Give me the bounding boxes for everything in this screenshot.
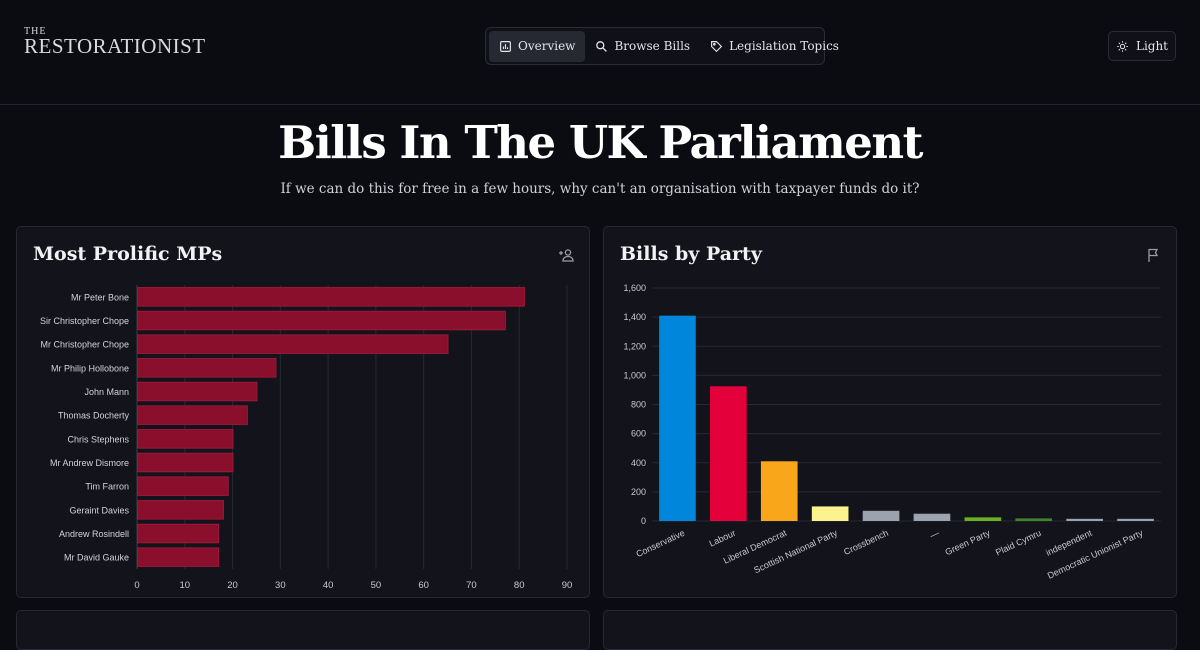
bar: [137, 334, 449, 354]
bar: [760, 461, 798, 521]
y-tick-label: 400: [631, 458, 646, 468]
bar: [137, 523, 220, 544]
bar: [1015, 518, 1053, 521]
bar: [913, 513, 951, 521]
category-label: Geraint Davies: [69, 505, 129, 515]
y-tick-label: 200: [631, 487, 646, 497]
theme-toggle-label: Light: [1135, 39, 1169, 53]
category-label: Democratic Unionist Party: [1046, 528, 1145, 581]
category-label: Mr David Gauke: [64, 553, 129, 563]
x-tick-label: 40: [323, 580, 334, 591]
y-tick-label: 1,200: [623, 341, 646, 351]
category-label: Plaid Cymru: [994, 528, 1043, 558]
sun-icon: [1117, 40, 1128, 52]
x-tick-label: 30: [275, 580, 286, 591]
x-tick-label: 80: [514, 580, 525, 591]
bar: [1066, 518, 1103, 521]
main-nav: Overview Browse Bills Legislation Topics: [485, 27, 839, 65]
bar: [964, 517, 1002, 521]
category-label: Sir Christopher Chope: [40, 316, 129, 326]
bar: [137, 476, 229, 496]
most-prolific-mps-card: Most Prolific MPs 0 10 20 30 40 50 60 70 80 90 Mr …: [16, 226, 590, 598]
header-divider: [0, 104, 1200, 105]
logo-small-text: THE: [24, 26, 47, 37]
bar: [137, 405, 248, 425]
x-tick-label: 0: [134, 580, 139, 591]
page-subtitle: If we can do this for free in a few hour…: [280, 181, 920, 197]
bar: [659, 315, 696, 521]
category-label: Thomas Docherty: [58, 411, 130, 421]
logo-text: RESTORATIONIST: [24, 34, 206, 58]
bar: [137, 500, 224, 520]
category-label: Andrew Rosindell: [59, 529, 129, 539]
bar: [1117, 518, 1154, 521]
category-label: Conservative: [634, 528, 686, 559]
bar: [137, 287, 525, 307]
bar: [137, 429, 234, 449]
category-label: Tim Farron: [85, 482, 129, 492]
category-label: John Mann: [84, 387, 129, 397]
x-tick-label: 90: [562, 580, 573, 591]
category-label: Scottish National Party: [752, 528, 839, 576]
x-tick-label: 10: [179, 580, 190, 591]
category-label: Mr Andrew Dismore: [50, 458, 129, 468]
y-tick-label: 600: [631, 429, 646, 439]
bar: [862, 510, 900, 521]
nav-overview[interactable]: Overview: [489, 30, 586, 62]
x-tick-label: 60: [418, 580, 429, 591]
bar: [137, 547, 220, 567]
category-label: Mr Christopher Chope: [40, 340, 129, 350]
search-icon: [596, 40, 608, 52]
card-title-mps: Most Prolific MPs: [33, 243, 223, 265]
category-label: Labour: [708, 528, 738, 549]
chart-icon: [500, 40, 511, 52]
bar: [710, 386, 747, 521]
lower-left-card: [16, 610, 590, 650]
tag-icon: [711, 40, 723, 52]
nav-browse-label: Browse Bills: [614, 39, 691, 53]
y-tick-label: 1,400: [623, 312, 646, 322]
lower-right-card: [603, 610, 1177, 650]
page-title: Bills In The UK Parliament: [278, 116, 923, 169]
nav-topics-label: Legislation Topics: [729, 39, 839, 53]
bar: [137, 452, 234, 473]
card-title-party: Bills by Party: [620, 243, 762, 265]
category-label: Mr Philip Hollobone: [51, 363, 129, 373]
category-label: Mr Peter Bone: [71, 292, 129, 302]
bar: [137, 310, 506, 331]
category-label: Green Party: [943, 528, 992, 558]
category-label: Crossbench: [842, 528, 890, 557]
flag-icon[interactable]: [1145, 247, 1161, 263]
user-plus-icon[interactable]: [558, 247, 574, 263]
bar: [811, 506, 849, 521]
mps-bar-chart: 0 10 20 30 40 50 60 70 80 90 Mr Peter Bone Sir Chri…: [40, 285, 573, 591]
nav-legislation-topics[interactable]: Legislation Topics: [700, 31, 849, 62]
x-tick-label: 50: [371, 580, 382, 591]
x-tick-label: 70: [466, 580, 477, 591]
theme-toggle-button[interactable]: Light: [1108, 31, 1176, 61]
y-tick-label: 0: [641, 516, 646, 526]
nav-browse-bills[interactable]: Browse Bills: [585, 31, 700, 62]
bar: [137, 358, 277, 378]
y-tick-label: 800: [631, 400, 646, 410]
x-tick-label: 20: [227, 580, 238, 591]
category-label: —: [928, 528, 940, 541]
site-logo[interactable]: THE RESTORATIONIST: [24, 26, 206, 58]
bar: [137, 381, 258, 402]
party-bar-chart: 0 200 400 600 800 1,000 1,200 1,400 1,600 Conserv…: [623, 283, 1161, 581]
category-label: Chris Stephens: [67, 434, 129, 444]
nav-overview-label: Overview: [518, 39, 576, 53]
y-tick-label: 1,600: [623, 283, 646, 293]
y-tick-label: 1,000: [623, 370, 646, 380]
bills-by-party-card: Bills by Party 0 200 400 600 800 1,000 1,200 1,…: [603, 226, 1177, 598]
